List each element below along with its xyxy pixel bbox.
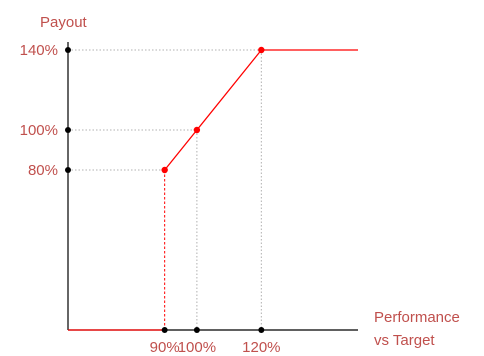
series-point xyxy=(161,166,168,174)
payout-series xyxy=(68,46,358,331)
guide-lines xyxy=(68,49,358,330)
x-axis-dot xyxy=(161,327,168,333)
x-tick-label: 120% xyxy=(242,339,280,356)
series-point xyxy=(193,126,201,134)
y-tick-label: 100% xyxy=(20,122,58,139)
tick-labels: 80%100%140%90%100% 120% xyxy=(20,42,281,356)
series-point xyxy=(258,46,265,54)
y-tick-label: 80% xyxy=(28,162,58,179)
x-axis-title-line-1: Performance xyxy=(374,309,460,326)
x-axis-dot xyxy=(258,327,265,333)
y-axis-dot xyxy=(65,127,71,133)
axis-tick-dots xyxy=(65,47,265,333)
y-tick-label: 140% xyxy=(20,42,58,59)
x-axis-title-line-2: vs Target xyxy=(374,332,435,349)
y-axis-title: Payout xyxy=(40,14,88,31)
x-axis-dot xyxy=(193,327,200,333)
series-segment xyxy=(196,49,262,131)
x-tick-label: 90% xyxy=(150,339,180,356)
series-segment xyxy=(164,129,198,171)
y-axis-dot xyxy=(65,47,71,53)
x-tick-label: 100% xyxy=(178,339,216,356)
y-axis-dot xyxy=(65,167,71,173)
